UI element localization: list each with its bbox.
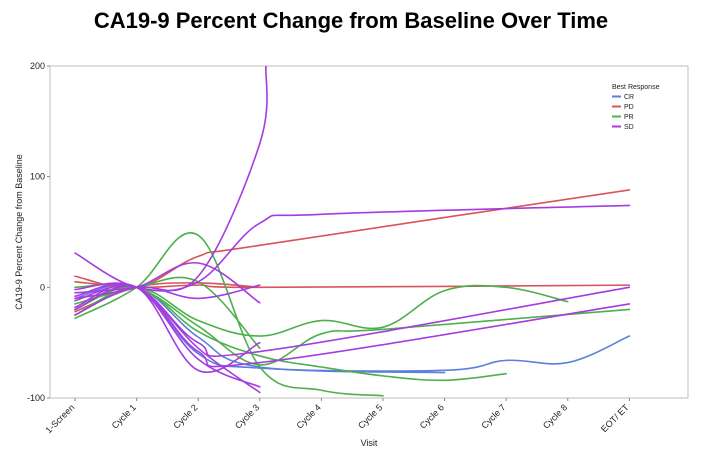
series-line-pr [74, 283, 631, 366]
series-line-sd [74, 284, 261, 373]
series-line-pr [74, 276, 261, 349]
y-axis-label: CA19-9 Percent Change from Baseline [14, 154, 24, 310]
legend-label-pr: PR [624, 114, 634, 121]
legend: Best Response CR PD PR SD [612, 84, 660, 131]
series-line-sd [74, 282, 261, 394]
legend-label-cr: CR [624, 94, 634, 101]
y-tick-label: 100 [30, 172, 45, 182]
series-line-sd [74, 284, 261, 316]
x-axis-label: Visit [361, 438, 378, 448]
x-tick-label: Cycle 5 [356, 402, 384, 430]
legend-label-pd: PD [624, 104, 634, 111]
x-tick-label: Cycle 1 [110, 402, 138, 430]
x-tick-label: Cycle 8 [541, 402, 569, 430]
y-tick-label: 0 [40, 282, 45, 292]
series-line-pr [74, 284, 569, 337]
legend-label-sd: SD [624, 124, 634, 131]
chart-title: CA19-9 Percent Change from Baseline Over… [93, 8, 609, 33]
x-tick-label: EOT/ ET [599, 402, 631, 434]
legend-title: Best Response [612, 84, 660, 91]
x-tick-label: Cycle 2 [171, 402, 199, 430]
x-tick-label: Cycle 7 [479, 402, 507, 430]
x-tick-label: Cycle 6 [418, 402, 446, 430]
x-tick-label: Cycle 3 [233, 402, 261, 430]
plot-area [49, 65, 689, 399]
series-line-sd [74, 262, 261, 304]
y-tick-label: 200 [30, 61, 45, 71]
series-line-sd [74, 282, 261, 388]
x-tick-label: 1-Screen [44, 402, 77, 435]
x-tick-label: Cycle 4 [295, 402, 323, 430]
y-tick-label: -100 [27, 393, 45, 403]
